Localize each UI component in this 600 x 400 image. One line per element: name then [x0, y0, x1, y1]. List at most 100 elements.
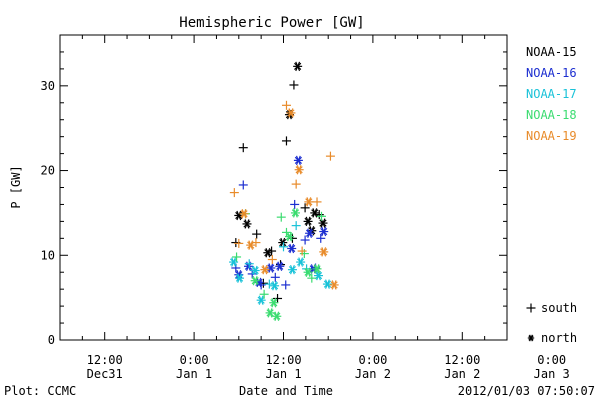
point-north — [293, 155, 303, 166]
footer-timestamp: 2012/01/03 07:50:07 — [458, 384, 595, 398]
point-north — [229, 257, 239, 267]
point-south — [287, 233, 297, 243]
point-north — [310, 208, 320, 218]
point-north — [286, 108, 296, 118]
legend-symbol-label: north — [541, 331, 577, 345]
x-tick-time-label: 0:00 — [358, 353, 387, 367]
point-south — [281, 280, 291, 290]
point-north — [319, 247, 329, 257]
point-south — [270, 272, 280, 282]
point-north — [275, 261, 285, 272]
point-south — [252, 229, 262, 239]
series-noaa-15 — [231, 61, 328, 303]
y-tick-label: 30 — [41, 79, 55, 93]
legend-entry-noaa-18: NOAA-18 — [526, 108, 577, 122]
point-north — [250, 265, 260, 276]
legend-entry-noaa-16: NOAA-16 — [526, 66, 577, 80]
point-south — [307, 273, 317, 283]
point-north — [303, 267, 313, 277]
x-tick-date-label: Jan 1 — [176, 367, 212, 381]
x-axis-label: Date and Time — [239, 384, 333, 398]
legend-entry-noaa-15: NOAA-15 — [526, 45, 577, 59]
x-tick-time-label: 12:00 — [265, 353, 301, 367]
point-north — [239, 209, 249, 219]
point-south — [232, 252, 242, 262]
point-south — [281, 136, 291, 146]
point-north — [290, 208, 300, 218]
point-south — [316, 211, 326, 221]
point-south — [314, 210, 324, 220]
point-north — [250, 275, 260, 286]
point-north — [329, 280, 339, 290]
series-noaa-19 — [229, 100, 339, 290]
point-south — [291, 221, 301, 231]
x-tick-date-label: Jan 2 — [355, 367, 391, 381]
point-south — [267, 255, 277, 265]
point-south — [276, 212, 286, 222]
x-tick-date-label: Jan 3 — [534, 367, 570, 381]
point-north — [319, 226, 329, 237]
point-north — [287, 243, 297, 254]
chart-title: Hemispheric Power [GW] — [179, 15, 364, 31]
point-north — [304, 197, 314, 207]
point-north — [269, 297, 279, 308]
legend-symbol-label: south — [541, 301, 577, 315]
series-noaa-17 — [229, 221, 332, 305]
point-south — [325, 151, 335, 161]
point-south — [281, 100, 291, 110]
y-tick-label: 0 — [48, 333, 55, 347]
point-south — [297, 246, 307, 256]
point-north — [312, 264, 322, 274]
point-north — [246, 240, 256, 250]
data-points — [229, 61, 339, 322]
point-south — [300, 203, 310, 213]
point-north — [305, 228, 315, 238]
point-north — [322, 279, 332, 289]
point-south — [312, 197, 322, 207]
footer-credit: Plot: CCMC — [4, 384, 76, 398]
x-tick-time-label: 0:00 — [537, 353, 566, 367]
series-noaa-16 — [231, 155, 329, 290]
point-north — [235, 273, 245, 283]
legend-entry-noaa-17: NOAA-17 — [526, 87, 577, 101]
legend-north-symbol — [527, 334, 535, 342]
legend-entry-noaa-19: NOAA-19 — [526, 129, 577, 143]
point-south — [290, 199, 300, 209]
point-south — [256, 280, 266, 290]
point-north — [284, 231, 294, 242]
point-north — [303, 216, 313, 227]
point-south — [289, 80, 299, 90]
point-south — [300, 235, 310, 245]
x-tick-date-label: Jan 1 — [265, 367, 301, 381]
point-south — [244, 259, 254, 269]
point-north — [263, 248, 273, 258]
point-north — [318, 218, 328, 228]
point-south — [273, 293, 283, 303]
point-north — [296, 257, 306, 267]
x-tick-date-label: Jan 2 — [444, 367, 480, 381]
series-noaa-18 — [232, 208, 326, 322]
x-tick-time-label: 0:00 — [180, 353, 209, 367]
point-south — [291, 179, 301, 189]
legend-south-symbol — [526, 303, 536, 313]
point-south — [316, 233, 326, 243]
point-north — [272, 311, 282, 322]
point-north — [265, 308, 275, 318]
y-tick-label: 10 — [41, 248, 55, 262]
point-north — [293, 61, 303, 72]
point-south — [251, 238, 261, 248]
point-north — [270, 281, 280, 291]
point-north — [242, 219, 252, 229]
legend: NOAA-15 NOAA-16 NOAA-17 NOAA-18 NOAA-19 south… — [526, 45, 577, 345]
point-north — [294, 164, 304, 175]
point-south — [238, 143, 248, 153]
x-tick-date-label: Dec31 — [87, 367, 123, 381]
point-south — [281, 227, 291, 237]
plot-frame — [59, 34, 508, 341]
point-north — [266, 263, 276, 273]
point-north — [260, 264, 270, 275]
point-south — [259, 289, 269, 299]
point-north — [256, 295, 266, 305]
